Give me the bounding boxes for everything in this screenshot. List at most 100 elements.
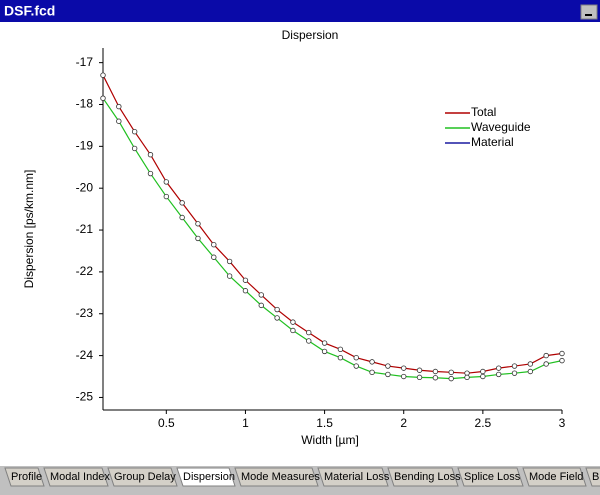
tab-label[interactable]: Mode Measures <box>241 471 320 483</box>
tab-label[interactable]: Material Loss <box>324 471 390 483</box>
data-point <box>527 368 534 375</box>
data-point <box>242 288 249 294</box>
data-point <box>100 72 106 78</box>
data-point <box>432 368 439 375</box>
tab[interactable] <box>317 467 389 487</box>
data-point <box>369 359 375 365</box>
x-tick-label: 1 <box>242 416 249 430</box>
data-point <box>163 193 170 200</box>
tab[interactable] <box>585 467 600 487</box>
data-point <box>290 327 296 334</box>
data-point <box>290 319 296 325</box>
data-point <box>116 118 122 124</box>
data-point <box>163 179 170 185</box>
tab-label[interactable]: Modal Index <box>50 471 110 483</box>
data-point <box>147 152 154 158</box>
tab[interactable] <box>457 467 524 487</box>
window-title: DSF.fcd <box>4 3 55 19</box>
title-bar <box>0 0 600 22</box>
data-point <box>464 374 470 381</box>
chart-title: Dispersion <box>282 28 339 42</box>
tab[interactable] <box>522 467 587 487</box>
x-axis-label: Width [µm] <box>301 433 359 447</box>
data-point <box>511 363 518 369</box>
data-point <box>448 375 454 382</box>
data-point <box>321 340 328 346</box>
tab[interactable] <box>387 467 459 487</box>
tab[interactable] <box>176 467 236 487</box>
y-tick-label: -19 <box>76 139 94 153</box>
data-point <box>543 361 549 367</box>
tab-label[interactable]: Bi <box>592 471 600 483</box>
tab[interactable] <box>107 467 178 487</box>
y-tick-label: -21 <box>76 222 94 236</box>
data-point <box>306 329 312 336</box>
data-point <box>543 352 549 359</box>
data-point <box>337 354 344 361</box>
data-point <box>100 95 106 101</box>
data-point <box>211 241 217 248</box>
data-point <box>179 214 185 221</box>
tab[interactable] <box>4 467 45 487</box>
tab-label[interactable]: Splice Loss <box>464 471 521 483</box>
data-point <box>416 374 423 381</box>
x-tick-label: 3 <box>559 416 566 430</box>
data-point <box>527 361 534 367</box>
data-point <box>559 357 565 364</box>
data-point <box>495 365 502 371</box>
data-point <box>226 273 233 279</box>
legend-label: Material <box>471 135 514 149</box>
tab[interactable] <box>43 467 109 487</box>
data-point <box>385 363 391 369</box>
data-point <box>116 103 122 110</box>
y-tick-label: -20 <box>76 180 94 194</box>
tab-label[interactable]: Dispersion <box>183 471 235 483</box>
data-point <box>416 367 423 373</box>
y-tick-label: -25 <box>76 390 94 404</box>
minimize-button[interactable] <box>580 4 598 20</box>
data-point <box>211 254 217 260</box>
data-point <box>274 315 280 321</box>
x-tick-label: 1.5 <box>316 416 333 430</box>
y-tick-label: -24 <box>76 348 94 362</box>
tab[interactable] <box>234 467 319 487</box>
x-tick-label: 2.5 <box>475 416 492 430</box>
data-point <box>559 350 565 357</box>
data-point <box>179 200 185 206</box>
data-point <box>258 292 264 298</box>
data-point <box>432 375 439 381</box>
data-point <box>131 128 138 135</box>
tab-label[interactable]: Profile <box>11 471 42 483</box>
legend-label: Waveguide <box>471 120 531 134</box>
y-tick-label: -17 <box>76 55 94 69</box>
data-point <box>226 258 233 265</box>
legend-label: Total <box>471 105 496 119</box>
data-point <box>147 170 154 177</box>
y-tick-label: -23 <box>76 306 94 320</box>
data-point <box>131 145 138 152</box>
data-point <box>195 235 201 242</box>
data-point <box>369 369 375 376</box>
data-point <box>448 369 454 376</box>
data-point <box>258 302 264 309</box>
data-point <box>337 346 344 353</box>
chart-area <box>0 22 600 466</box>
tab-label[interactable]: Group Delay <box>114 471 176 483</box>
data-point <box>353 354 359 361</box>
y-tick-label: -18 <box>76 97 94 111</box>
x-tick-label: 2 <box>400 416 407 430</box>
data-point <box>385 371 391 378</box>
data-point <box>242 277 249 283</box>
data-point <box>306 338 312 344</box>
data-point <box>353 363 359 369</box>
data-point <box>274 306 280 313</box>
y-axis-label: Dispersion [ps/km.nm] <box>22 170 36 289</box>
data-point <box>321 348 328 355</box>
data-point <box>401 373 407 380</box>
tab-label[interactable]: Bending Loss <box>394 471 461 483</box>
y-tick-label: -22 <box>76 264 94 278</box>
x-tick-label: 0.5 <box>158 416 175 430</box>
data-point <box>195 221 201 227</box>
tab-label[interactable]: Mode Field <box>529 471 583 483</box>
